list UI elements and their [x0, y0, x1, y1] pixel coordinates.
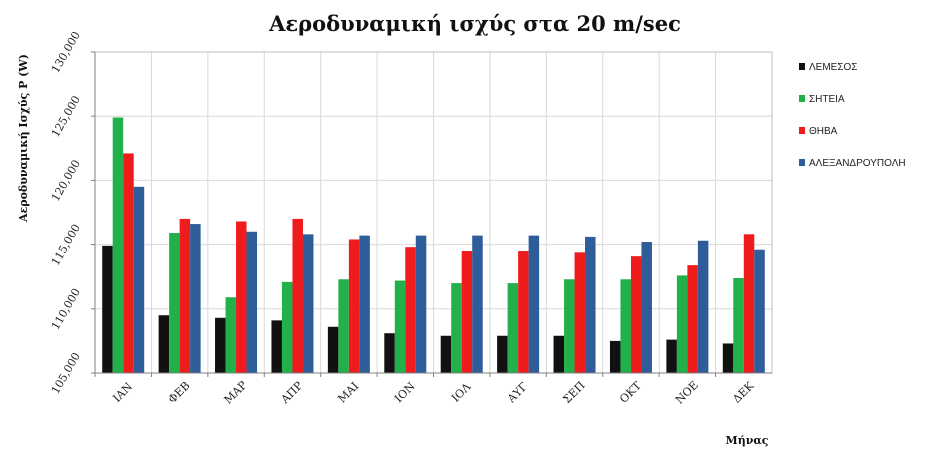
bar — [123, 153, 134, 373]
bar — [564, 279, 575, 373]
bar — [327, 326, 339, 373]
x-tick-label: ΝΟΕ — [673, 378, 701, 406]
bar — [518, 251, 529, 373]
x-tick-label: ΟΚΤ — [617, 379, 644, 406]
bar — [215, 317, 226, 373]
y-axis-title: Αεροδυναμική Ισχύς P (W) — [17, 54, 30, 223]
legend-swatch — [799, 127, 805, 134]
y-tick-label: 105,000 — [49, 350, 83, 396]
x-tick-label: ΙΟΛ — [449, 380, 474, 405]
legend-label: ΑΛΕΞΑΝΔΡΟΥΠΟΛΗ — [809, 158, 906, 169]
bar — [497, 335, 508, 373]
bar — [112, 117, 124, 373]
bar — [190, 224, 201, 373]
bar — [158, 315, 170, 373]
bar — [574, 252, 586, 373]
x-tick-label: ΔΕΚ — [730, 379, 757, 406]
bar — [585, 236, 596, 373]
bar — [666, 339, 677, 373]
legend-swatch — [799, 63, 805, 70]
x-tick-label: ΜΑΙ — [335, 380, 361, 406]
bar — [472, 235, 483, 373]
bar — [451, 283, 462, 373]
x-tick-label: ΣΕΠ — [560, 379, 587, 406]
bar — [609, 340, 621, 373]
bar — [405, 247, 416, 373]
legend-swatch — [799, 95, 805, 102]
bar — [133, 186, 145, 373]
x-tick-label: ΙΑΝ — [110, 380, 135, 405]
bar — [348, 239, 360, 373]
y-tick-label: 110,000 — [49, 286, 83, 332]
x-tick-label: ΑΠΡ — [278, 379, 306, 407]
bar — [687, 265, 698, 373]
bar — [359, 235, 370, 373]
x-axis-title: Μήνας — [726, 434, 769, 447]
bar — [630, 256, 642, 373]
bar — [754, 249, 765, 373]
bar — [271, 320, 282, 373]
bar — [461, 251, 473, 373]
bar — [528, 235, 540, 373]
legend-label: ΛΕΜΕΣΟΣ — [809, 62, 858, 73]
bar — [281, 281, 293, 373]
bar — [620, 279, 631, 373]
bar — [384, 333, 395, 373]
bar — [507, 283, 519, 373]
bar — [302, 234, 314, 373]
bar — [179, 218, 191, 373]
x-tick-label: ΑΥΓ — [504, 380, 530, 406]
chart-title: Αεροδυναμική ισχύς στα 20 m/sec — [268, 11, 681, 36]
bar — [553, 335, 565, 373]
bar — [169, 233, 180, 373]
bar — [440, 335, 452, 373]
bar — [246, 231, 258, 373]
plot-area: 105,000 110,000 115,000 120,000 125,000 130,0… — [49, 29, 773, 407]
x-tick-label: ΙΟΝ — [392, 380, 418, 406]
y-tick-label: 125,000 — [49, 93, 83, 139]
y-tick-label: 130,000 — [49, 29, 83, 75]
bar — [394, 280, 406, 373]
bar — [236, 221, 247, 373]
bar — [102, 245, 113, 373]
y-tick-label: 115,000 — [49, 222, 83, 268]
legend-swatch — [799, 159, 805, 166]
x-tick-label: ΦΕΒ — [166, 379, 193, 406]
bar — [292, 218, 303, 373]
bar — [697, 240, 709, 373]
bar — [338, 279, 349, 373]
bar — [641, 242, 652, 373]
bar — [743, 234, 755, 373]
x-tick-label: ΜΑΡ — [222, 378, 250, 406]
legend-label: ΣΗΤΕΙΑ — [809, 94, 845, 105]
legend-label: ΘΗΒΑ — [809, 126, 838, 137]
bar — [676, 275, 688, 373]
y-tick-label: 120,000 — [49, 158, 83, 204]
legend: ΛΕΜΕΣΟΣ ΣΗΤΕΙΑ ΘΗΒΑ ΑΛΕΞΑΝΔΡΟΥΠΟΛΗ — [799, 62, 906, 169]
bar — [733, 277, 744, 373]
bar — [225, 297, 237, 373]
bar — [722, 343, 734, 373]
bar — [415, 235, 427, 373]
